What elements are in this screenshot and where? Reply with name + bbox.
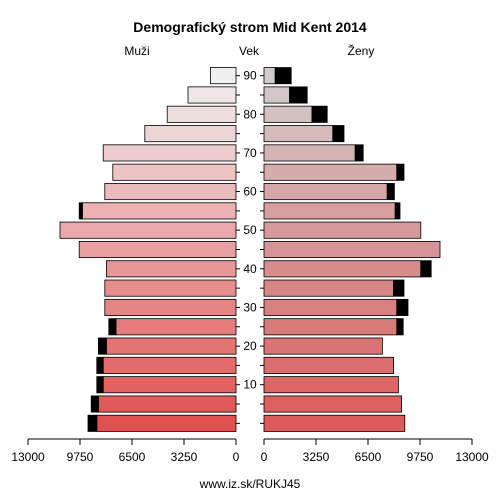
male-extra-20-24 (98, 337, 107, 355)
male-bar-15-19 (102, 356, 237, 374)
female-x-tick-label: 3250 (303, 450, 330, 464)
male-extra-5-9 (90, 395, 99, 413)
female-extra-30-34 (396, 298, 409, 316)
female-extra-25-29 (396, 318, 404, 336)
female-x-tick-label: 0 (261, 450, 268, 464)
female-bar-55-59 (263, 202, 396, 220)
female-bar-20-24 (263, 337, 383, 355)
male-bar-65-69 (112, 163, 237, 181)
female-bar-60-64 (263, 183, 388, 201)
male-bar-60-64 (104, 183, 237, 201)
female-extra-85-89 (289, 86, 308, 104)
female-extra-55-59 (394, 202, 401, 220)
age-tick-label: 10 (243, 378, 257, 392)
female-extra-90+ (274, 67, 292, 85)
female-bar-15-19 (263, 356, 395, 374)
female-bar-65-69 (263, 163, 398, 181)
female-bar-70-74 (263, 144, 356, 162)
male-bar-85-89 (187, 86, 237, 104)
source-label: www.iz.sk/RUKJ45 (199, 477, 301, 491)
male-bar-90+ (209, 67, 237, 85)
male-bar-50-54 (59, 221, 237, 239)
male-x-tick-label: 0 (233, 450, 240, 464)
age-tick-label: 90 (243, 69, 257, 83)
male-bar-10-14 (102, 376, 237, 394)
male-extra-15-19 (96, 356, 104, 374)
female-bar-35-39 (263, 279, 395, 297)
female-bar-10-14 (263, 376, 399, 394)
age-axis-label: Vek (239, 44, 260, 58)
male-bar-80-84 (166, 105, 237, 123)
female-bar-5-9 (263, 395, 403, 413)
male-bar-0-4 (96, 414, 237, 432)
x-axes: 13000 9750 6500 3250 0 0 3250 6500 9750 13000 (11, 438, 489, 464)
female-extra-60-64 (386, 183, 395, 201)
female-bar-25-29 (263, 318, 398, 336)
female-extra-75-79 (332, 125, 345, 143)
male-extra-25-29 (108, 318, 117, 336)
male-bar-30-34 (104, 298, 237, 316)
female-extra-80-84 (311, 105, 328, 123)
female-bar-30-34 (263, 298, 398, 316)
female-extra-70-74 (354, 144, 364, 162)
male-x-tick-label: 13000 (11, 450, 45, 464)
male-bar-55-59 (82, 202, 237, 220)
female-bar-90+ (263, 67, 276, 85)
male-extra-10-14 (96, 376, 104, 394)
age-tick-label: 30 (243, 300, 257, 314)
female-x-tick-label: 13000 (455, 450, 489, 464)
female-bar-0-4 (263, 414, 406, 432)
age-tick-label: 50 (243, 223, 257, 237)
male-bar-45-49 (78, 240, 237, 259)
age-tick-label: 20 (243, 339, 257, 353)
male-x-tick-label: 6500 (119, 450, 146, 464)
female-bar-85-89 (263, 86, 291, 104)
male-label: Muži (124, 44, 149, 58)
age-tick-label: 60 (243, 185, 257, 199)
female-bar-40-44 (263, 260, 422, 278)
age-tick-label: 70 (243, 146, 257, 160)
male-x-tick-label: 3250 (171, 450, 198, 464)
female-x-tick-label: 9750 (407, 450, 434, 464)
age-tick-label: 80 (243, 107, 257, 121)
male-bar-25-29 (115, 318, 237, 336)
female-panel (263, 67, 441, 432)
male-extra-0-4 (87, 414, 98, 432)
female-bar-80-84 (263, 105, 313, 123)
female-extra-65-69 (396, 163, 405, 181)
male-x-tick-label: 9750 (67, 450, 94, 464)
male-bar-5-9 (98, 395, 237, 413)
female-extra-35-39 (393, 279, 405, 297)
male-bar-75-79 (144, 125, 237, 143)
male-bar-40-44 (106, 260, 237, 278)
female-bar-50-54 (263, 221, 422, 239)
male-bar-20-24 (106, 337, 237, 355)
female-x-tick-label: 6500 (355, 450, 382, 464)
male-panel (59, 67, 237, 432)
female-bar-45-49 (263, 240, 441, 259)
female-bar-75-79 (263, 125, 334, 143)
male-bar-70-74 (102, 144, 237, 162)
female-label: Ženy (348, 43, 375, 58)
male-bar-35-39 (104, 279, 237, 297)
age-ticks: 10 20 30 40 50 60 70 80 90 (236, 69, 264, 424)
chart-title: Demografický strom Mid Kent 2014 (133, 19, 367, 35)
male-extra-55-59 (78, 202, 83, 220)
female-extra-40-44 (420, 260, 432, 278)
age-tick-label: 40 (243, 262, 257, 276)
